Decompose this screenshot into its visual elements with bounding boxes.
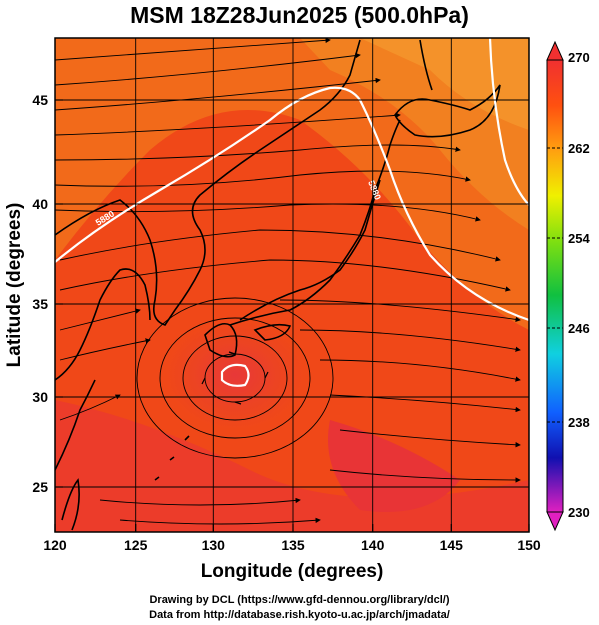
x-tick-label: 135 — [281, 537, 305, 553]
colorbar-tick-label: 254 — [568, 231, 590, 246]
coastlines — [55, 39, 501, 531]
credit-data-source: Data from http://database.rish.kyoto-u.a… — [149, 609, 450, 621]
x-axis-label: Longitude (degrees) — [201, 561, 384, 582]
colorbar-tick-label: 262 — [568, 141, 590, 156]
map-title: MSM 18Z28Jun2025 (500.0hPa) — [130, 2, 469, 28]
y-tick-label: 40 — [32, 196, 48, 212]
temperature-field — [55, 38, 529, 532]
x-tick-labels: 120 125 130 135 140 145 150 — [43, 537, 541, 553]
colorbar-tick-label: 238 — [568, 415, 590, 430]
x-tick-label: 140 — [361, 537, 385, 553]
wind-streamlines — [55, 38, 521, 525]
axis-ticks — [54, 99, 530, 532]
y-tick-labels: 25 30 35 40 45 — [32, 92, 48, 495]
x-tick-label: 120 — [43, 537, 67, 553]
colorbar-max-arrow — [546, 40, 564, 61]
credit-drawing: Drawing by DCL (https://www.gfd-dennou.o… — [149, 594, 450, 606]
colorbar-min-arrow — [546, 511, 564, 532]
colorbar-tick-label: 270 — [568, 50, 590, 65]
colorbar: 270 262 254 246 238 230 — [546, 40, 590, 532]
y-tick-label: 45 — [32, 92, 48, 108]
plot-frame — [54, 37, 530, 533]
y-axis-label: Latitude (degrees) — [4, 203, 25, 368]
geopotential-contours — [55, 38, 529, 387]
x-tick-label: 150 — [517, 537, 541, 553]
colorbar-gradient — [546, 59, 564, 513]
x-tick-label: 125 — [124, 537, 148, 553]
y-tick-label: 30 — [32, 389, 48, 405]
x-tick-label: 145 — [440, 537, 464, 553]
graticule — [55, 38, 529, 532]
y-tick-label: 35 — [32, 296, 48, 312]
colorbar-tick-label: 246 — [568, 321, 590, 336]
x-tick-label: 130 — [202, 537, 226, 553]
colorbar-tick-label: 230 — [568, 505, 590, 520]
y-tick-label: 25 — [32, 479, 48, 495]
